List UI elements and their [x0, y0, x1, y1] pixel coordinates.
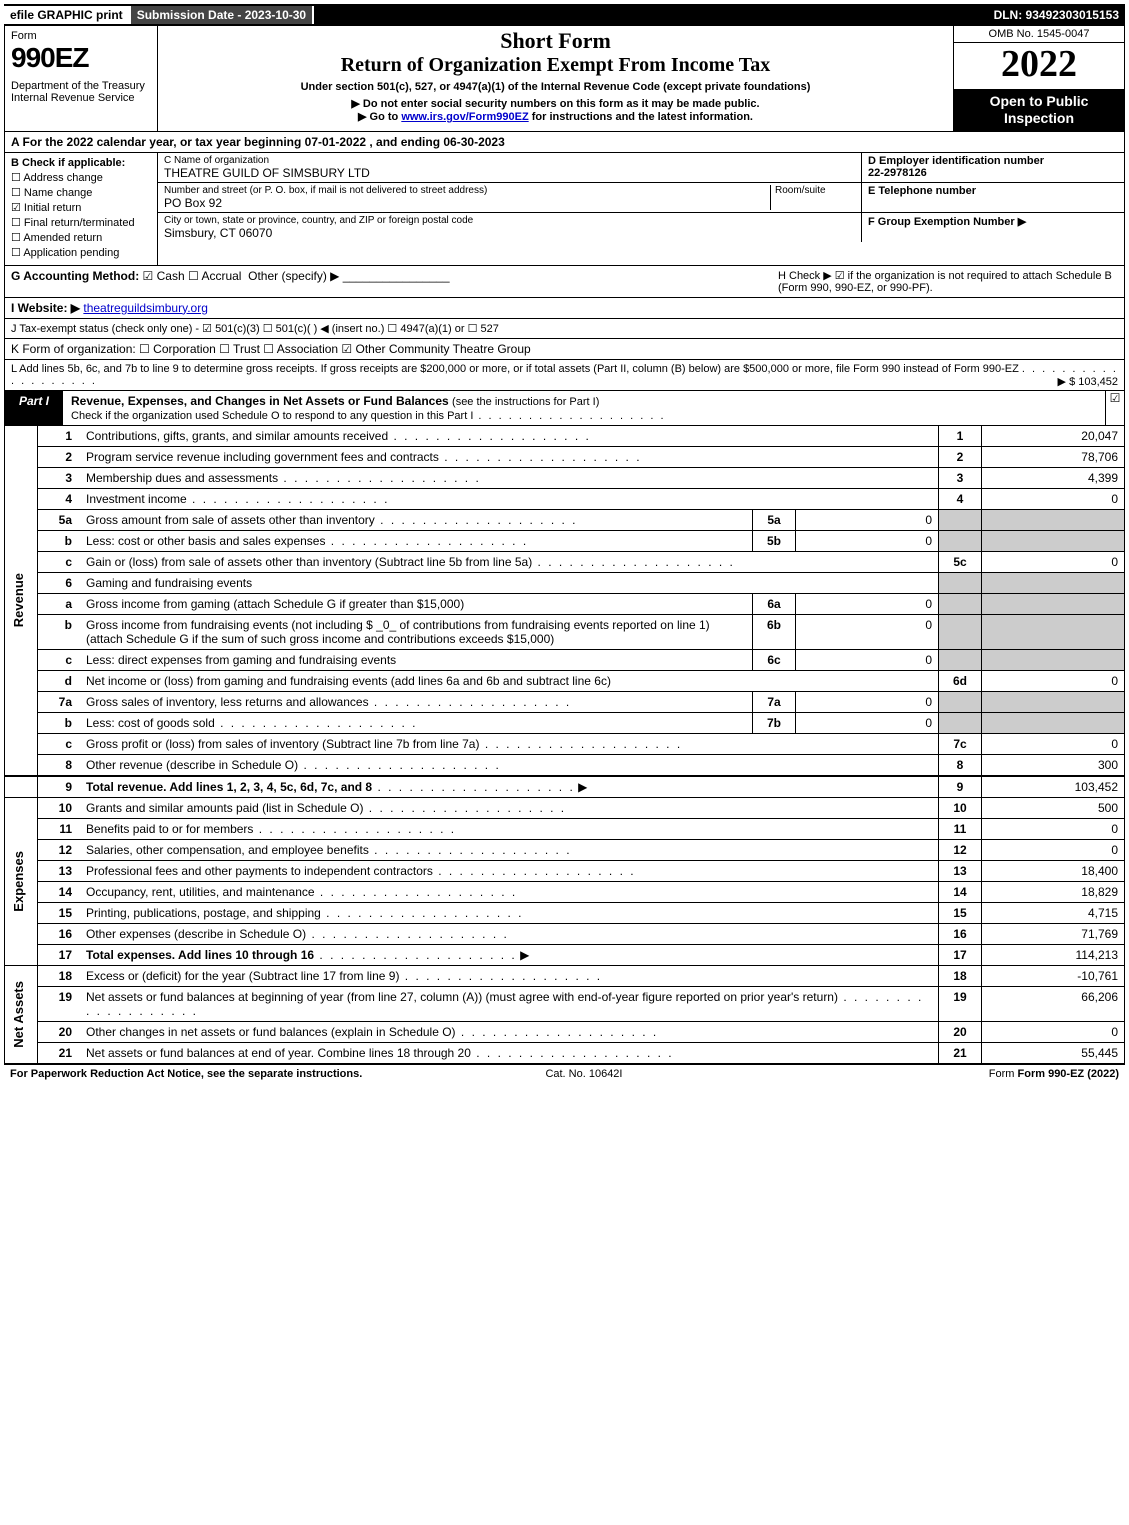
under-section: Under section 501(c), 527, or 4947(a)(1)… [164, 81, 947, 93]
other-specify: Other (specify) ▶ [248, 269, 339, 283]
row-bcdef: B Check if applicable: Address change Na… [4, 153, 1125, 266]
line-5c: c Gain or (loss) from sale of assets oth… [5, 551, 1125, 572]
irs-link[interactable]: www.irs.gov/Form990EZ [401, 111, 528, 123]
cb-cash[interactable]: ☑ Cash [143, 269, 185, 283]
line-16: 16 Other expenses (describe in Schedule … [5, 923, 1125, 944]
footer: For Paperwork Reduction Act Notice, see … [4, 1064, 1125, 1083]
footer-right: Form Form 990-EZ (2022) [989, 1068, 1119, 1080]
line-6d: d Net income or (loss) from gaming and f… [5, 670, 1125, 691]
instr2-post: for instructions and the latest informat… [529, 111, 753, 123]
revenue-vlabel: Revenue [11, 573, 26, 627]
instr2-pre: ▶ Go to [358, 111, 401, 123]
header-right: OMB No. 1545-0047 2022 Open to Public In… [953, 26, 1124, 131]
ein-value: 22-2978126 [868, 167, 927, 179]
section-h: H Check ▶ ☑ if the organization is not r… [778, 269, 1118, 294]
line-4: 4 Investment income 4 0 [5, 488, 1125, 509]
section-c-addr: Number and street (or P. O. box, if mail… [158, 183, 862, 212]
footer-center: Cat. No. 10642I [545, 1068, 622, 1080]
footer-left: For Paperwork Reduction Act Notice, see … [10, 1068, 362, 1080]
website-link[interactable]: theatreguildsimbury.org [83, 301, 208, 315]
line-13: 13 Professional fees and other payments … [5, 860, 1125, 881]
top-bar: efile GRAPHIC print Submission Date - 20… [4, 4, 1125, 26]
line-10: Expenses 10 Grants and similar amounts p… [5, 797, 1125, 818]
line-17: 17 Total expenses. Add lines 10 through … [5, 944, 1125, 965]
section-b: B Check if applicable: Address change Na… [5, 153, 158, 265]
section-l: L Add lines 5b, 6c, and 7b to line 9 to … [4, 360, 1125, 391]
form-label: Form [11, 30, 151, 42]
header-center: Short Form Return of Organization Exempt… [158, 26, 953, 131]
cb-accrual[interactable]: ☐ Accrual [188, 269, 241, 283]
col-cdef: C Name of organization THEATRE GUILD OF … [158, 153, 1124, 265]
section-j: J Tax-exempt status (check only one) - ☑… [4, 319, 1125, 339]
instr-goto: ▶ Go to www.irs.gov/Form990EZ for instru… [164, 110, 947, 123]
row-gh: G Accounting Method: ☑ Cash ☐ Accrual Ot… [4, 266, 1125, 298]
lines-table: Revenue 1 Contributions, gifts, grants, … [4, 426, 1125, 1064]
submission-date: Submission Date - 2023-10-30 [131, 6, 314, 24]
section-g: G Accounting Method: ☑ Cash ☐ Accrual Ot… [11, 269, 450, 294]
cb-amended-return[interactable]: Amended return [11, 231, 151, 244]
line-3: 3 Membership dues and assessments 3 4,39… [5, 467, 1125, 488]
form-header: Form 990EZ Department of the Treasury In… [4, 26, 1125, 132]
line-15: 15 Printing, publications, postage, and … [5, 902, 1125, 923]
tax-year: 2022 [954, 43, 1124, 89]
section-d: D Employer identification number 22-2978… [862, 153, 1124, 182]
cb-final-return[interactable]: Final return/terminated [11, 216, 151, 229]
section-l-amount: ▶ $ 103,452 [1058, 375, 1118, 388]
line-5b: b Less: cost or other basis and sales ex… [5, 530, 1125, 551]
line-6c: c Less: direct expenses from gaming and … [5, 649, 1125, 670]
efile-label[interactable]: efile GRAPHIC print [4, 6, 131, 24]
line-19: 19 Net assets or fund balances at beginn… [5, 986, 1125, 1021]
section-e: E Telephone number [862, 183, 1124, 212]
line-7c: c Gross profit or (loss) from sales of i… [5, 733, 1125, 754]
section-a-text: A For the 2022 calendar year, or tax yea… [11, 135, 505, 149]
line-21: 21 Net assets or fund balances at end of… [5, 1042, 1125, 1063]
netassets-vlabel: Net Assets [11, 981, 26, 1048]
dln-label: DLN: 93492303015153 [988, 6, 1125, 24]
section-b-label: B Check if applicable: [11, 157, 125, 169]
line-5a: 5a Gross amount from sale of assets othe… [5, 509, 1125, 530]
dept-label: Department of the Treasury Internal Reve… [11, 80, 151, 104]
cb-application-pending[interactable]: Application pending [11, 246, 151, 259]
part1-title: Revenue, Expenses, and Changes in Net As… [63, 391, 1105, 425]
line-9: 9 Total revenue. Add lines 1, 2, 3, 4, 5… [5, 776, 1125, 798]
open-to-public: Open to Public Inspection [954, 89, 1124, 131]
line-6: 6 Gaming and fundraising events [5, 572, 1125, 593]
part1-label: Part I [5, 391, 63, 425]
line-1: Revenue 1 Contributions, gifts, grants, … [5, 426, 1125, 447]
line-12: 12 Salaries, other compensation, and emp… [5, 839, 1125, 860]
line-7a: 7a Gross sales of inventory, less return… [5, 691, 1125, 712]
line-11: 11 Benefits paid to or for members 11 0 [5, 818, 1125, 839]
section-k: K Form of organization: ☐ Corporation ☐ … [4, 339, 1125, 360]
section-i: I Website: ▶ theatreguildsimbury.org [4, 298, 1125, 319]
cb-name-change[interactable]: Name change [11, 186, 151, 199]
section-c-name: C Name of organization THEATRE GUILD OF … [158, 153, 862, 182]
section-c-city: City or town, state or province, country… [158, 213, 862, 242]
instr-no-ssn: ▶ Do not enter social security numbers o… [164, 97, 947, 110]
part1-header: Part I Revenue, Expenses, and Changes in… [4, 391, 1125, 426]
form-number: 990EZ [11, 42, 151, 74]
cb-address-change[interactable]: Address change [11, 171, 151, 184]
line-6b: b Gross income from fundraising events (… [5, 614, 1125, 649]
room-suite-label: Room/suite [775, 185, 855, 196]
line-20: 20 Other changes in net assets or fund b… [5, 1021, 1125, 1042]
line-8: 8 Other revenue (describe in Schedule O)… [5, 754, 1125, 776]
line-18: Net Assets 18 Excess or (deficit) for th… [5, 965, 1125, 986]
line-14: 14 Occupancy, rent, utilities, and maint… [5, 881, 1125, 902]
expenses-vlabel: Expenses [11, 851, 26, 912]
part1-check-o[interactable]: ☑ [1105, 391, 1124, 425]
section-a: A For the 2022 calendar year, or tax yea… [4, 132, 1125, 153]
header-left: Form 990EZ Department of the Treasury In… [5, 26, 158, 131]
line-2: 2 Program service revenue including gove… [5, 446, 1125, 467]
short-form-title: Short Form [164, 28, 947, 54]
line-6a: a Gross income from gaming (attach Sched… [5, 593, 1125, 614]
return-title: Return of Organization Exempt From Incom… [164, 54, 947, 77]
line-7b: b Less: cost of goods sold 7b 0 [5, 712, 1125, 733]
section-f: F Group Exemption Number ▶ [862, 213, 1124, 242]
cb-initial-return[interactable]: Initial return [11, 201, 151, 214]
omb-number: OMB No. 1545-0047 [954, 26, 1124, 43]
